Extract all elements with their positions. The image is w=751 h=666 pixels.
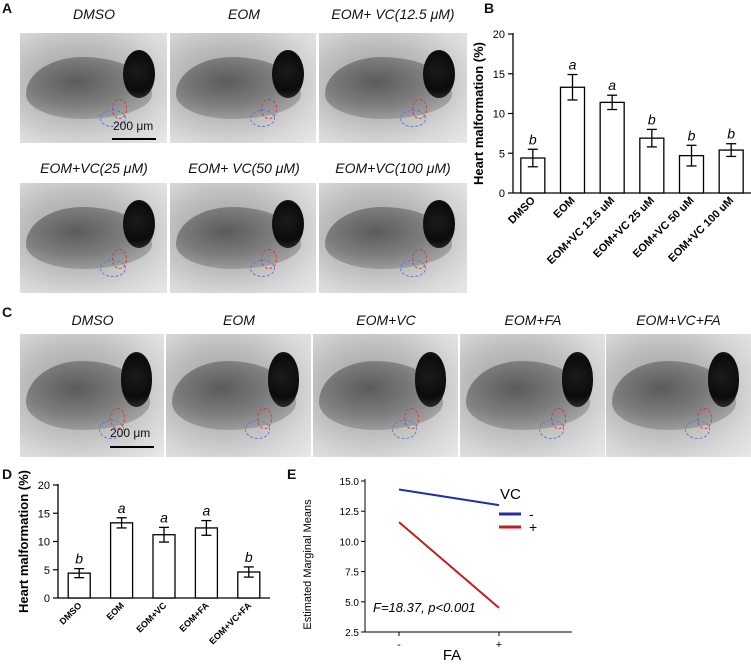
panel-letter-e: E [287,466,297,482]
b-significance-letter-3: b [648,111,656,127]
b-significance-letter-2: a [608,77,616,93]
d-significance-letter-2: a [160,509,168,525]
b-ytick-label-3: 15 [493,69,505,81]
d-bar-2 [152,534,176,599]
c-scale-bar [110,446,154,448]
b-category-label-0: DMSO [506,194,538,226]
a-fish-image-eom [170,33,316,143]
a-fish-image-vc50 [170,183,316,293]
b-ytick-label-1: 5 [499,148,505,160]
d-bar-1 [109,522,134,599]
c-caption-eom: EOM [223,312,255,328]
e-series-line-1 [398,521,500,609]
b-significance-letter-4: b [688,127,696,143]
a-caption-vc25: EOM+VC(25 μM) [40,160,148,176]
a-fish-image-dmso [20,33,167,143]
e-xtick-label-0: - [397,639,401,651]
b-bar-1 [559,86,586,194]
a-caption-vc12: EOM+ VC(12.5 μM) [331,6,455,22]
a-scale-label: 200 μm [113,119,154,133]
e-ytick-label-2: 7.5 [345,568,359,579]
c-scale-label: 200 μm [110,426,151,440]
a-fish-image-vc100 [319,183,467,293]
b-significance-letter-1: a [569,57,577,73]
d-category-label-4: EOM+VC+FA [207,600,253,646]
d-y-axis-label: Heart malformation (%) [16,470,31,613]
d-ytick-label-4: 20 [38,480,50,492]
panel-letter-a: A [2,0,13,16]
b-category-label-1: EOM [551,195,577,221]
b-ytick-label-4: 20 [493,29,505,41]
a-fish-image-vc25 [20,183,167,293]
e-series-line-0 [398,488,500,507]
d-ytick-label-3: 15 [38,508,50,520]
c-caption-fa: EOM+FA [504,312,562,328]
b-significance-letter-0: b [529,131,537,147]
d-significance-letter-0: b [75,551,83,567]
c-fish-image-dmso [20,334,164,457]
a-scale-bar [112,138,156,140]
e-annotation: F=18.37, p<0.001 [373,600,476,615]
a-caption-eom: EOM [228,6,260,22]
chart-d: 0 5 10 15 20 Heart malformation (%) b DMSO a EOM a… [16,470,270,646]
e-x-axis-label: FA [443,647,461,664]
panel-letter-b: B [484,0,495,16]
e-xtick-label-1: + [496,639,502,651]
panel-letter-c: C [2,304,13,320]
d-significance-letter-3: a [203,503,211,519]
e-ytick-label-0: 2.5 [345,628,359,639]
a-caption-dmso: DMSO [73,6,115,22]
d-ytick-label-0: 0 [44,593,50,605]
c-caption-vcfa: EOM+VC+FA [636,312,721,328]
e-ytick-label-4: 12.5 [340,507,360,518]
e-legend-title: VC [500,486,521,503]
d-category-label-0: DMSO [57,600,83,626]
c-caption-dmso: DMSO [71,312,114,328]
c-fish-image-vc [313,334,458,457]
d-category-label-1: EOM [104,600,126,622]
d-significance-letter-4: b [245,549,253,565]
d-category-label-3: EOM+FA [177,600,211,634]
d-significance-letter-1: a [118,500,126,516]
b-category-label-2: EOM+VC 12.5 uM [545,195,617,267]
e-legend-label-1: + [529,519,537,535]
chart-b: 0 5 10 15 20 Heart malformation (%) b DMSO a EOM a… [471,29,751,267]
c-fish-image-eom [166,334,311,457]
a-fish-image-vc12 [319,33,467,143]
a-caption-vc100: EOM+VC(100 μM) [335,160,451,176]
e-ytick-label-1: 5.0 [345,598,359,609]
e-legend-label-0: - [529,506,534,522]
e-y-axis-label: Estimated Marginal Means [302,499,314,630]
d-ytick-label-1: 5 [44,565,50,577]
c-fish-image-fa [460,334,605,457]
c-fish-image-vcfa [606,334,751,457]
b-ytick-label-2: 10 [493,109,505,121]
c-caption-vc: EOM+VC [356,312,416,328]
d-ytick-label-2: 10 [38,537,50,549]
d-bar-3 [194,527,219,599]
b-significance-letter-5: b [727,126,735,142]
b-ytick-label-0: 0 [499,188,505,200]
b-bar-2 [599,101,625,194]
e-ytick-label-3: 10.0 [340,537,360,548]
e-ytick-label-5: 15.0 [340,477,360,488]
d-category-label-2: EOM+VC [134,600,168,634]
b-y-axis-label: Heart malformation (%) [471,42,486,185]
chart-e: 2.55.07.510.012.515.0- +Estimated Margina… [302,477,572,664]
panel-letter-d: D [2,466,13,482]
a-caption-vc50: EOM+ VC(50 μM) [188,160,300,176]
